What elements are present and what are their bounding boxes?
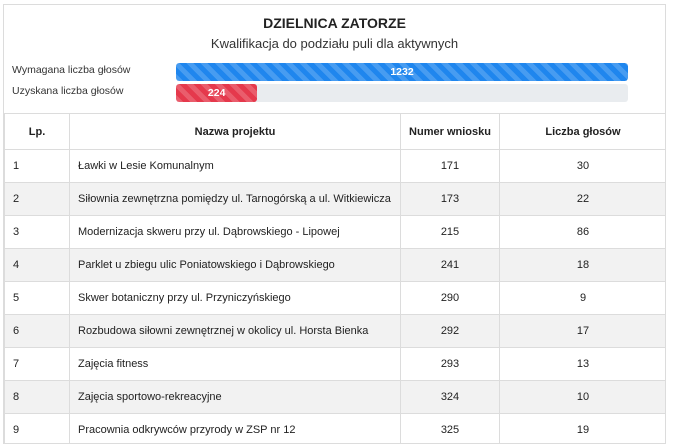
table-row: 1 Ławki w Lesie Komunalnym 171 30	[4, 149, 665, 183]
row-application-number-cell: 171	[400, 149, 500, 183]
row-project-name-cell: Zajęcia sportowo-rekreacyjne	[69, 380, 401, 414]
obtained-votes-label: Uzyskana liczba głosów	[12, 85, 124, 97]
table-row: 8 Zajęcia sportowo-rekreacyjne 324 10	[4, 380, 665, 414]
obtained-votes-row: Uzyskana liczba głosów 224	[4, 84, 665, 102]
required-votes-row: Wymagana liczba głosów 1232	[4, 63, 665, 81]
table-row: 6 Rozbudowa siłowni zewnętrznej w okolicy…	[4, 314, 665, 348]
district-title: DZIELNICA ZATORZE	[263, 15, 406, 31]
row-application-number-cell: 290	[400, 281, 500, 315]
row-votes-cell: 10	[499, 380, 665, 414]
row-project-name-cell: Ławki w Lesie Komunalnym	[69, 149, 401, 183]
row-project-name-cell: Siłownia zewnętrzna pomiędzy ul. Tarnogó…	[69, 182, 401, 216]
row-votes-cell: 22	[499, 182, 665, 216]
required-votes-bar: 1232	[176, 63, 628, 81]
obtained-votes-track: 224	[176, 84, 628, 102]
row-lp-cell: 2	[4, 182, 70, 216]
row-lp-cell: 1	[4, 149, 70, 183]
row-project-name-cell: Pracownia odkrywców przyrody w ZSP nr 12	[69, 413, 401, 443]
table-row: 4 Parklet u zbiegu ulic Poniatowskiego i …	[4, 248, 665, 282]
table-row: 5 Skwer botaniczny przy ul. Przyniczyński…	[4, 281, 665, 315]
header-lp: Lp.	[4, 113, 70, 150]
header-project-name: Nazwa projektu	[69, 113, 401, 150]
row-project-name-cell: Zajęcia fitness	[69, 347, 401, 381]
row-project-name-cell: Rozbudowa siłowni zewnętrznej w okolicy …	[69, 314, 401, 348]
row-project-name-cell: Parklet u zbiegu ulic Poniatowskiego i D…	[69, 248, 401, 282]
district-card: DZIELNICA ZATORZE Kwalifikacja do podzia…	[3, 4, 666, 444]
district-subtitle: Kwalifikacja do podziału puli dla aktywn…	[210, 36, 459, 51]
table-row: 7 Zajęcia fitness 293 13	[4, 347, 665, 381]
row-votes-cell: 19	[499, 413, 665, 443]
row-votes-cell: 18	[499, 248, 665, 282]
header-application-number: Numer wniosku	[400, 113, 500, 150]
row-application-number-cell: 325	[400, 413, 500, 443]
row-votes-cell: 17	[499, 314, 665, 348]
row-lp-cell: 5	[4, 281, 70, 315]
required-votes-value: 1232	[390, 66, 414, 78]
row-lp-cell: 3	[4, 215, 70, 249]
header-votes: Liczba głosów	[499, 113, 665, 150]
row-application-number-cell: 292	[400, 314, 500, 348]
row-votes-cell: 9	[499, 281, 665, 315]
row-votes-cell: 86	[499, 215, 665, 249]
row-application-number-cell: 324	[400, 380, 500, 414]
required-votes-label: Wymagana liczba głosów	[12, 64, 131, 76]
row-lp-cell: 8	[4, 380, 70, 414]
row-project-name-cell: Skwer botaniczny przy ul. Przyniczyńskie…	[69, 281, 401, 315]
row-lp-cell: 4	[4, 248, 70, 282]
row-lp-cell: 7	[4, 347, 70, 381]
row-project-name-cell: Modernizacja skweru przy ul. Dąbrowskieg…	[69, 215, 401, 249]
row-lp-cell: 6	[4, 314, 70, 348]
row-votes-cell: 30	[499, 149, 665, 183]
table-row: 3 Modernizacja skweru przy ul. Dąbrowskie…	[4, 215, 665, 249]
obtained-votes-bar: 224	[176, 84, 258, 102]
row-application-number-cell: 215	[400, 215, 500, 249]
row-application-number-cell: 293	[400, 347, 500, 381]
row-application-number-cell: 241	[400, 248, 500, 282]
table-row: 9 Pracownia odkrywców przyrody w ZSP nr 1…	[4, 413, 665, 443]
required-votes-track: 1232	[176, 63, 628, 81]
row-lp-cell: 9	[4, 413, 70, 443]
obtained-votes-value: 224	[207, 87, 226, 99]
row-votes-cell: 13	[499, 347, 665, 381]
projects-table: Lp. Nazwa projektu Numer wniosku Liczba …	[4, 113, 665, 443]
row-application-number-cell: 173	[400, 182, 500, 216]
table-row: 2 Siłownia zewnętrzna pomiędzy ul. Tarnog…	[4, 182, 665, 216]
table-header-row: Lp. Nazwa projektu Numer wniosku Liczba …	[4, 113, 665, 150]
